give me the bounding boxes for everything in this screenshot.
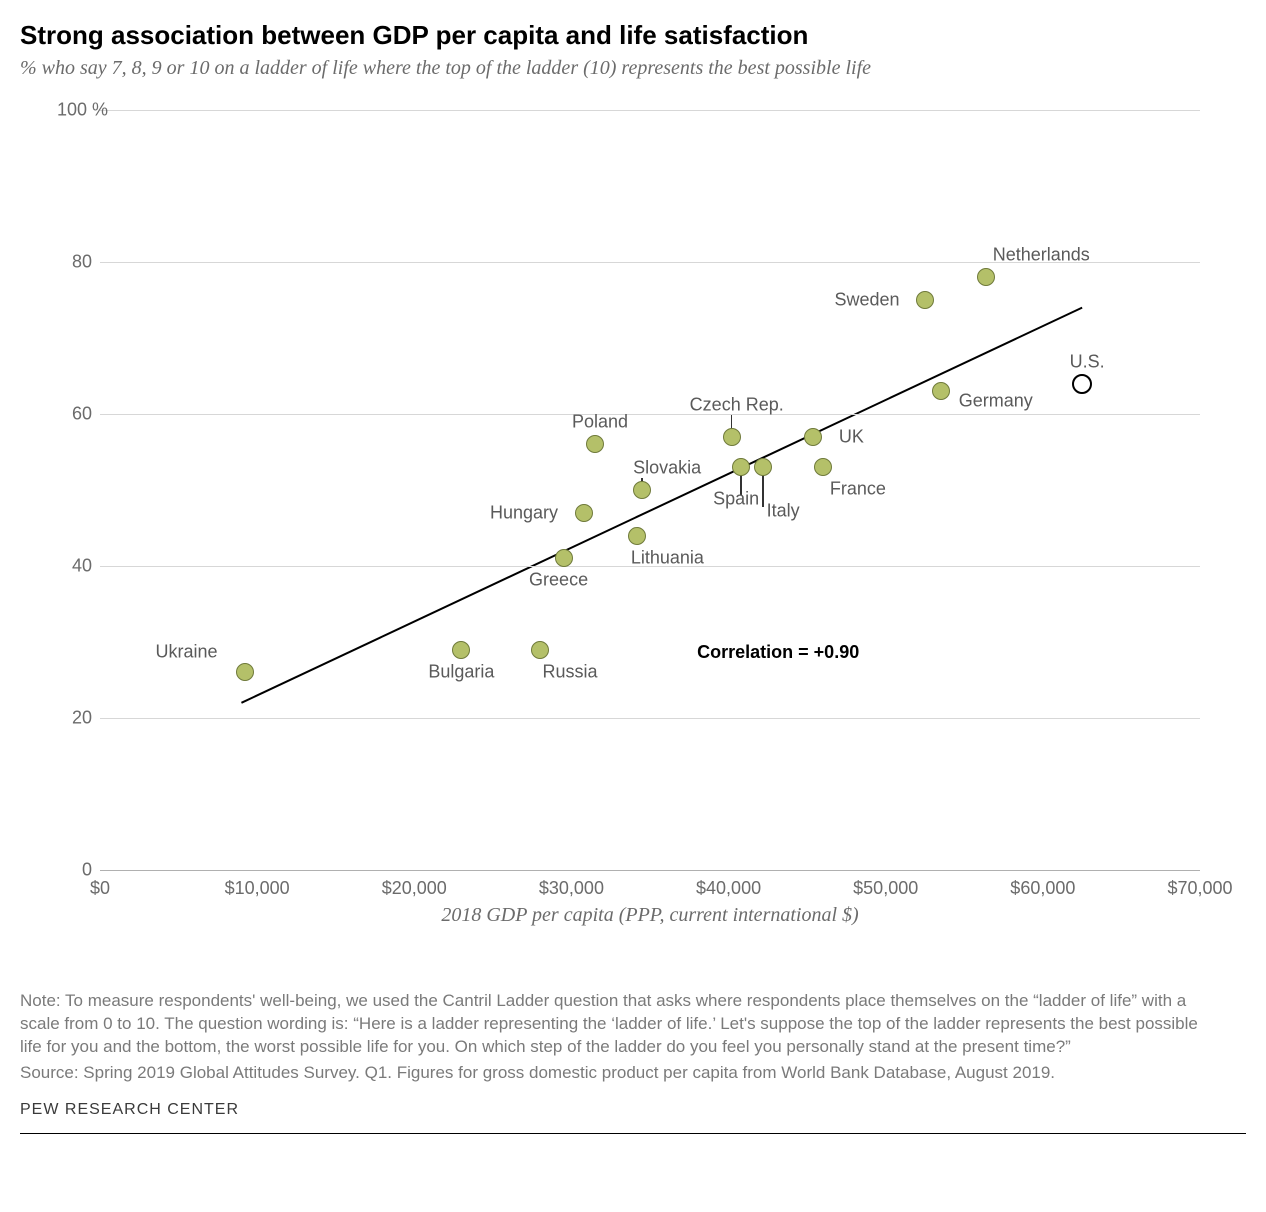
- data-point-label: Lithuania: [631, 547, 704, 568]
- plot-area: Correlation = +0.90 2018 GDP per capita …: [100, 110, 1200, 870]
- chart-container: Strong association between GDP per capit…: [20, 20, 1246, 1134]
- y-tick-label: 100 %: [48, 100, 108, 121]
- data-point-label: Germany: [959, 391, 1033, 412]
- correlation-label: Correlation = +0.90: [697, 642, 859, 663]
- x-tick-label: $60,000: [1010, 878, 1075, 899]
- data-point-label: Slovakia: [633, 458, 701, 479]
- gridline: [100, 110, 1200, 111]
- y-tick-label: 40: [48, 556, 92, 577]
- leader-line: [762, 475, 764, 507]
- data-point-label: Poland: [572, 412, 628, 433]
- gridline: [100, 870, 1200, 871]
- data-point-label: Spain: [713, 489, 759, 510]
- data-point: [814, 458, 832, 476]
- y-tick-label: 60: [48, 404, 92, 425]
- y-tick-label: 80: [48, 252, 92, 273]
- data-point-label: Sweden: [834, 290, 899, 311]
- data-point-label: Netherlands: [993, 245, 1090, 266]
- data-point-label: Czech Rep.: [690, 394, 784, 415]
- trend-line-path: [241, 308, 1082, 703]
- gridline: [100, 718, 1200, 719]
- y-tick-label: 20: [48, 708, 92, 729]
- data-point-label: U.S.: [1070, 351, 1105, 372]
- data-point: [633, 481, 651, 499]
- data-point: [754, 458, 772, 476]
- gridline: [100, 414, 1200, 415]
- data-point: [531, 641, 549, 659]
- data-point: [628, 527, 646, 545]
- x-axis-title: 2018 GDP per capita (PPP, current intern…: [441, 904, 858, 927]
- x-tick-label: $20,000: [382, 878, 447, 899]
- data-point-label: UK: [839, 426, 864, 447]
- data-point-label: Hungary: [490, 502, 558, 523]
- data-point: [586, 435, 604, 453]
- y-tick-label: 0: [48, 860, 92, 881]
- chart-note: Note: To measure respondents' well-being…: [20, 990, 1220, 1059]
- data-point: [555, 549, 573, 567]
- data-point: [1072, 374, 1092, 394]
- plot-wrap: Correlation = +0.90 2018 GDP per capita …: [40, 100, 1220, 920]
- x-tick-label: $30,000: [539, 878, 604, 899]
- chart-source: Source: Spring 2019 Global Attitudes Sur…: [20, 1063, 1246, 1083]
- data-point: [916, 291, 934, 309]
- data-point: [236, 663, 254, 681]
- data-point-label: Bulgaria: [428, 661, 494, 682]
- data-point-label: Greece: [529, 570, 588, 591]
- data-point-label: Russia: [542, 661, 597, 682]
- x-tick-label: $70,000: [1167, 878, 1232, 899]
- data-point: [977, 268, 995, 286]
- x-tick-label: $50,000: [853, 878, 918, 899]
- footer-brand: PEW RESEARCH CENTER: [20, 1101, 1246, 1119]
- data-point-label: Ukraine: [156, 642, 218, 663]
- x-tick-label: $0: [90, 878, 110, 899]
- data-point: [804, 428, 822, 446]
- data-point: [452, 641, 470, 659]
- data-point: [932, 382, 950, 400]
- data-point: [723, 428, 741, 446]
- chart-title: Strong association between GDP per capit…: [20, 20, 1246, 51]
- data-point-label: France: [830, 479, 886, 500]
- bottom-rule: [20, 1133, 1246, 1134]
- x-tick-label: $40,000: [696, 878, 761, 899]
- data-point-label: Italy: [767, 501, 800, 522]
- x-tick-label: $10,000: [225, 878, 290, 899]
- chart-subtitle: % who say 7, 8, 9 or 10 on a ladder of l…: [20, 57, 1246, 80]
- data-point: [575, 504, 593, 522]
- data-point: [732, 458, 750, 476]
